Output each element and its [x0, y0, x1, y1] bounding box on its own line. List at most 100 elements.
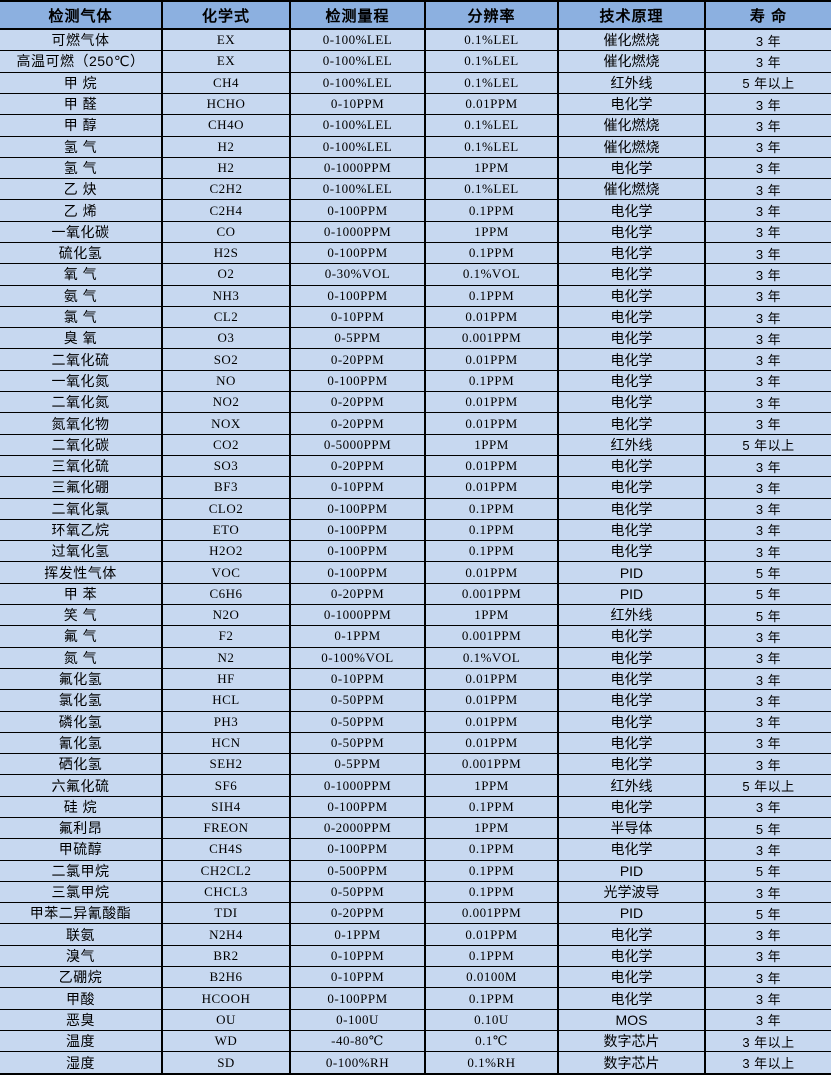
table-row: 甲苯二异氰酸酯 TDI 0-20PPM 0.001PPM PID 5 年	[0, 902, 831, 925]
cell-formula: HF	[161, 668, 291, 691]
table-row: 硒化氢 SEH2 0-5PPM 0.001PPM 电化学 3 年	[0, 753, 831, 776]
cell-res: 0.1PPM	[424, 838, 559, 861]
cell-range: 0-100PPM	[289, 838, 426, 861]
cell-range: 0-100PPM	[289, 242, 426, 265]
cell-res: 0.1%LEL	[424, 50, 559, 73]
cell-life: 5 年	[704, 902, 831, 925]
cell-life: 3 年	[704, 647, 831, 669]
cell-res: 0.1PPM	[424, 881, 559, 904]
column-header-technology: 技术原理	[557, 1, 706, 30]
cell-life: 5 年	[704, 583, 831, 606]
cell-tech: 电化学	[557, 966, 706, 989]
cell-tech: 电化学	[557, 540, 706, 563]
cell-name: 过氧化氢	[0, 540, 163, 563]
cell-range: 0-100PPM	[289, 540, 426, 563]
table-row: 氧 气 O2 0-30%VOL 0.1%VOL 电化学 3 年	[0, 263, 831, 286]
cell-res: 0.001PPM	[424, 753, 559, 776]
cell-formula: SIH4	[161, 796, 291, 819]
cell-res: 1PPM	[424, 221, 559, 243]
cell-formula: NO2	[161, 391, 291, 414]
cell-range: 0-100PPM	[289, 561, 426, 584]
cell-tech: PID	[557, 561, 706, 584]
cell-range: 0-50PPM	[289, 689, 426, 712]
cell-name: 温度	[0, 1030, 163, 1053]
table-row: 可燃气体 EX 0-100%LEL 0.1%LEL 催化燃烧 3 年	[0, 29, 831, 52]
cell-formula: SEH2	[161, 753, 291, 776]
cell-name: 氢 气	[0, 157, 163, 180]
cell-life: 3 年	[704, 923, 831, 946]
cell-tech: 电化学	[557, 242, 706, 265]
cell-tech: 电化学	[557, 498, 706, 520]
table-row: 氮氧化物 NOX 0-20PPM 0.01PPM 电化学 3 年	[0, 412, 831, 435]
column-header-resolution: 分辨率	[424, 1, 559, 30]
cell-res: 0.1PPM	[424, 796, 559, 819]
table-row: 甲 烷 CH4 0-100%LEL 0.1%LEL 红外线 5 年以上	[0, 72, 831, 94]
cell-life: 5 年以上	[704, 72, 831, 94]
cell-formula: ETO	[161, 519, 291, 542]
cell-tech: MOS	[557, 1009, 706, 1031]
cell-range: 0-100%LEL	[289, 136, 426, 158]
cell-res: 0.1PPM	[424, 370, 559, 393]
table-row: 一氧化氮 NO 0-100PPM 0.1PPM 电化学 3 年	[0, 370, 831, 393]
cell-life: 3 年	[704, 796, 831, 819]
cell-life: 3 年	[704, 498, 831, 520]
cell-formula: EX	[161, 29, 291, 52]
cell-res: 0.01PPM	[424, 668, 559, 691]
cell-name: 二氧化硫	[0, 348, 163, 371]
cell-name: 氢 气	[0, 136, 163, 158]
cell-res: 0.1PPM	[424, 285, 559, 307]
cell-formula: CH4	[161, 72, 291, 94]
cell-name: 一氧化氮	[0, 370, 163, 393]
cell-range: 0-100%LEL	[289, 29, 426, 52]
cell-res: 0.001PPM	[424, 327, 559, 350]
table-row: 二氯甲烷 CH2CL2 0-500PPM 0.1PPM PID 5 年	[0, 860, 831, 882]
cell-res: 0.1PPM	[424, 987, 559, 1010]
cell-life: 3 年	[704, 945, 831, 968]
cell-res: 0.001PPM	[424, 583, 559, 606]
cell-life: 3 年	[704, 199, 831, 222]
cell-formula: NOX	[161, 412, 291, 435]
cell-formula: H2S	[161, 242, 291, 265]
cell-formula: HCL	[161, 689, 291, 712]
cell-range: 0-20PPM	[289, 455, 426, 478]
cell-range: 0-100%RH	[289, 1051, 426, 1074]
cell-res: 0.01PPM	[424, 391, 559, 414]
cell-name: 甲 烷	[0, 72, 163, 94]
table-row: 六氟化硫 SF6 0-1000PPM 1PPM 红外线 5 年以上	[0, 774, 831, 797]
cell-range: 0-50PPM	[289, 711, 426, 733]
cell-res: 0.1%VOL	[424, 263, 559, 286]
cell-life: 3 年	[704, 348, 831, 371]
cell-res: 1PPM	[424, 434, 559, 456]
table-row: 氟利昂 FREON 0-2000PPM 1PPM 半导体 5 年	[0, 817, 831, 840]
cell-formula: TDI	[161, 902, 291, 925]
table-row: 三氧化硫 SO3 0-20PPM 0.01PPM 电化学 3 年	[0, 455, 831, 478]
cell-life: 3 年	[704, 114, 831, 137]
table-row: 硫化氢 H2S 0-100PPM 0.1PPM 电化学 3 年	[0, 242, 831, 265]
cell-name: 硫化氢	[0, 242, 163, 265]
cell-name: 乙 烯	[0, 199, 163, 222]
cell-formula: HCN	[161, 732, 291, 755]
cell-formula: VOC	[161, 561, 291, 584]
cell-res: 0.1PPM	[424, 519, 559, 542]
cell-res: 0.1℃	[424, 1030, 559, 1053]
cell-range: 0-20PPM	[289, 902, 426, 925]
cell-name: 恶臭	[0, 1009, 163, 1031]
cell-res: 0.01PPM	[424, 306, 559, 329]
cell-name: 氰化氢	[0, 732, 163, 755]
table-row: 二氧化氯 CLO2 0-100PPM 0.1PPM 电化学 3 年	[0, 498, 831, 520]
cell-tech: 半导体	[557, 817, 706, 840]
cell-tech: PID	[557, 902, 706, 925]
cell-tech: 电化学	[557, 476, 706, 499]
cell-tech: 红外线	[557, 774, 706, 797]
cell-life: 3 年	[704, 1009, 831, 1031]
cell-formula: O2	[161, 263, 291, 286]
cell-tech: 电化学	[557, 753, 706, 776]
table-row: 高温可燃（250℃） EX 0-100%LEL 0.1%LEL 催化燃烧 3 年	[0, 50, 831, 73]
cell-life: 3 年	[704, 732, 831, 755]
cell-range: 0-10PPM	[289, 306, 426, 329]
cell-tech: 电化学	[557, 625, 706, 648]
cell-life: 3 年	[704, 391, 831, 414]
cell-name: 硅 烷	[0, 796, 163, 819]
cell-formula: NH3	[161, 285, 291, 307]
header-row: 检测气体 化学式 检测量程 分辨率 技术原理 寿 命	[0, 1, 831, 30]
